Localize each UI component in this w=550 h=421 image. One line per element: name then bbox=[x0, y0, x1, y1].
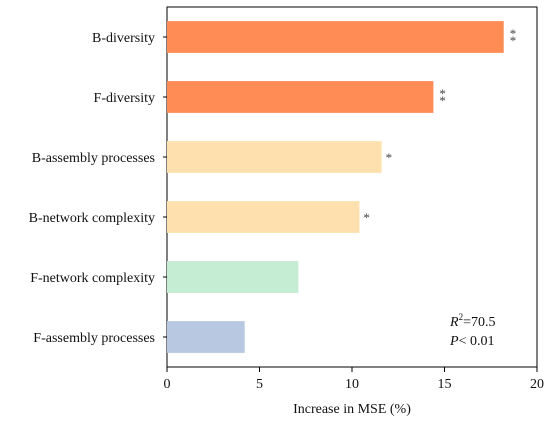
significance-mark-1-a: * bbox=[439, 86, 446, 101]
significance-mark-1-b: * bbox=[439, 93, 446, 108]
x-axis-ticks-group: 0 5 10 15 20 bbox=[164, 367, 544, 392]
category-label-1: F-diversity bbox=[94, 91, 155, 106]
x-tick-label-4: 20 bbox=[530, 377, 544, 392]
x-tick-label-1: 5 bbox=[256, 377, 263, 392]
category-labels-group: B-diversity F-diversity B-assembly process… bbox=[29, 31, 167, 346]
bar-5 bbox=[167, 321, 245, 353]
significance-group: ****** bbox=[363, 26, 516, 225]
bars-group bbox=[167, 21, 504, 353]
r-squared-annotation: R2=70.5 bbox=[449, 312, 495, 330]
category-label-3: B-network complexity bbox=[29, 211, 155, 226]
x-tick-label-2: 10 bbox=[345, 377, 359, 392]
significance-mark-0-b: * bbox=[510, 33, 517, 48]
bar-3 bbox=[167, 201, 360, 233]
significance-mark-3: * bbox=[363, 210, 370, 225]
p-value-annotation: P< 0.01 bbox=[449, 334, 494, 349]
bar-0 bbox=[167, 21, 504, 53]
x-axis-label: Increase in MSE (%) bbox=[293, 402, 411, 417]
plot-frame bbox=[166, 6, 538, 368]
category-label-4: F-network complexity bbox=[30, 271, 155, 286]
bar-1 bbox=[167, 81, 434, 113]
bar-4 bbox=[167, 261, 299, 293]
category-label-5: F-assembly processes bbox=[33, 331, 155, 346]
category-label-0: B-diversity bbox=[92, 31, 155, 46]
category-label-2: B-assembly processes bbox=[32, 151, 155, 166]
x-tick-label-3: 15 bbox=[438, 377, 452, 392]
x-tick-label-0: 0 bbox=[164, 377, 171, 392]
significance-mark-2: * bbox=[386, 150, 393, 165]
significance-mark-0-a: * bbox=[510, 26, 517, 41]
bar-2 bbox=[167, 141, 382, 173]
